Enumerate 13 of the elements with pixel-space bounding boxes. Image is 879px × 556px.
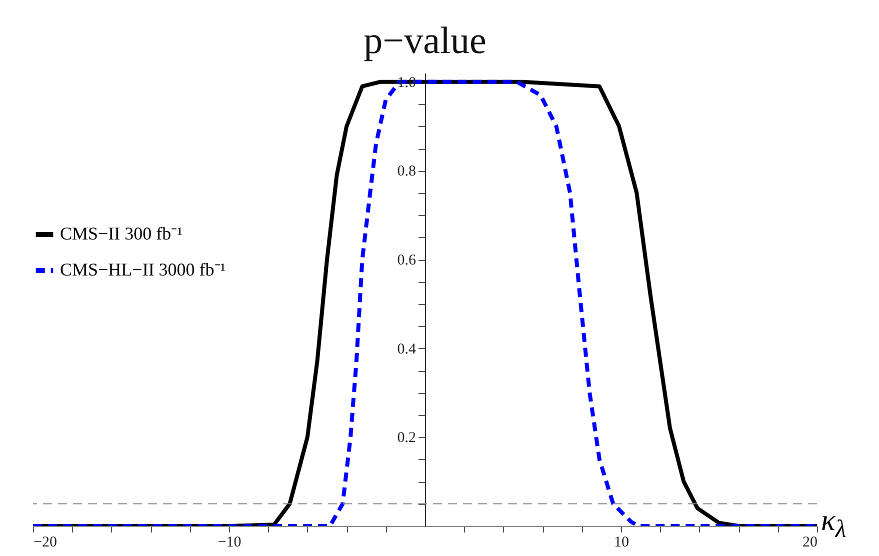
legend-label: CMS−II 300 fb⁻¹ (60, 224, 183, 244)
y-tick-label: 0.4 (397, 341, 416, 358)
legend-label: CMS−HL−II 3000 fb⁻¹ (60, 260, 226, 280)
y-tick-label: 0.8 (397, 164, 416, 180)
y-tick-label: 1.0 (397, 74, 416, 91)
y-tick-label: 0.2 (397, 430, 416, 446)
x-axis-title: κ$_{λ}$ (821, 504, 846, 544)
x-tick-label: 20 (802, 534, 818, 550)
x-tick-label: 10 (614, 534, 629, 550)
x-tick-label: −20 (34, 534, 57, 550)
y-tick-label: 0.6 (397, 252, 416, 269)
x-tick-label: −10 (218, 534, 242, 550)
chart-title: p−value (364, 20, 486, 62)
